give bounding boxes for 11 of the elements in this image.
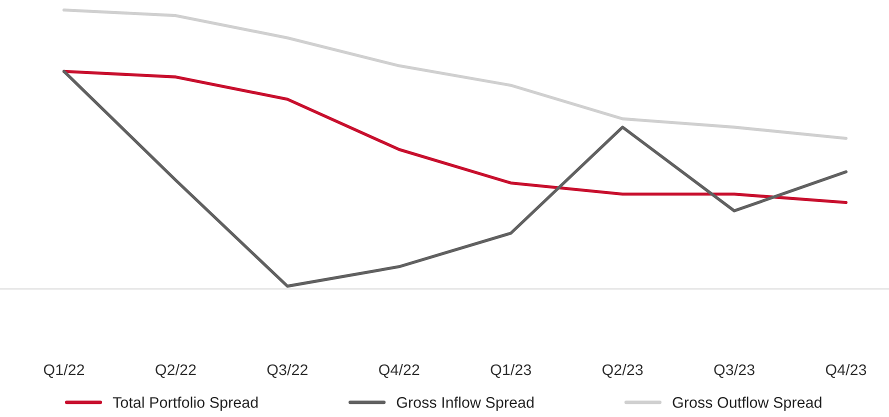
x-tick-label: Q4/23	[826, 364, 866, 378]
x-tick-label: Q3/22	[267, 364, 308, 378]
x-tick-label: Q4/22	[379, 364, 420, 378]
x-tick-label: Q1/23	[490, 364, 531, 378]
x-tick-label: Q2/23	[602, 364, 643, 378]
legend-label: Gross Outflow Spread	[672, 396, 822, 411]
x-tick-label: Q3/23	[714, 364, 754, 378]
legend-label: Total Portfolio Spread	[112, 396, 258, 411]
x-tick-label: Q2/22	[156, 364, 196, 378]
x-tick-label: Q1/22	[44, 364, 84, 378]
legend-label: Gross Inflow Spread	[396, 396, 534, 411]
